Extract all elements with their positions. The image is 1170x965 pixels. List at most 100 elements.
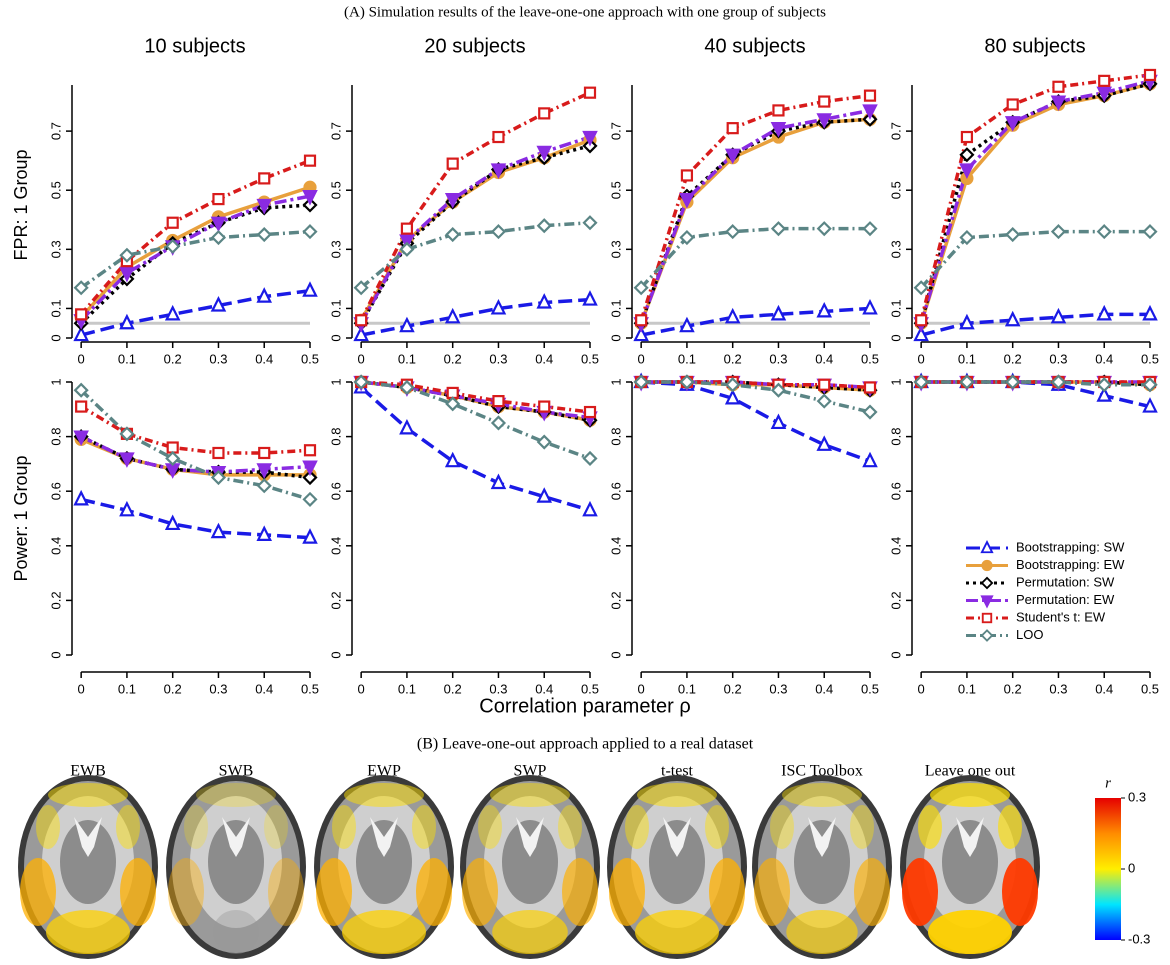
marker [213,448,223,458]
x-tick-label: 0 [918,351,925,366]
series-line [81,390,310,499]
y-tick-label: 0.8 [48,428,63,446]
x-tick-label: 0.2 [164,681,182,696]
y-tick-label: 0.8 [888,428,903,446]
x-tick-label: 0.4 [535,681,553,696]
page: {"figure_title": "(A) Simulation results… [0,0,1170,965]
marker [212,232,224,244]
series-line [361,300,590,335]
y-tick-label: 0.5 [48,181,63,199]
x-tick-label: 0.3 [1049,351,1067,366]
activation [478,805,502,849]
activation [786,910,857,954]
y-tick-label: 0.3 [328,240,343,258]
y-tick-label: 0 [608,334,623,341]
activation [637,783,717,807]
marker [76,309,86,319]
x-tick-label: 0.2 [724,681,742,696]
y-tick-label: 0.5 [328,181,343,199]
colorbar-label: r [1105,775,1111,791]
marker [584,217,596,229]
colorbar-tick-label: -0.3 [1128,931,1150,946]
brain-core [794,820,850,904]
marker [864,406,876,418]
marker [727,226,739,238]
colorbar [1095,798,1121,940]
x-tick-label: 0.2 [444,681,462,696]
y-tick-label: 0.4 [328,537,343,555]
marker [356,315,366,325]
marker [818,438,830,450]
marker [818,304,830,316]
x-tick-label: 0 [78,351,85,366]
series-line [641,229,870,288]
legend-label: LOO [1016,627,1043,642]
y-tick-label: 0.3 [608,240,623,258]
marker [212,525,224,537]
activation [48,783,128,807]
marker [818,223,830,235]
activation [36,805,60,849]
y-tick-label: 0.2 [888,591,903,609]
marker [962,132,972,142]
marker [681,319,693,331]
y-tick-label: 0 [48,334,63,341]
y-tick-label: 0 [48,651,63,658]
marker [304,493,316,505]
x-tick-label: 0.5 [301,351,319,366]
marker [538,296,550,308]
marker [1052,226,1064,238]
marker [1053,82,1063,92]
marker [447,229,459,241]
activation [558,805,582,849]
x-tick-label: 0 [638,681,645,696]
x-tick-label: 0.1 [958,681,976,696]
activation [609,858,645,926]
y-tick-label: 0.7 [48,122,63,140]
x-tick-label: 0 [358,351,365,366]
y-tick-label: 0.6 [608,482,623,500]
marker [121,453,133,465]
activation [344,783,424,807]
series-line [81,499,310,537]
y-tick-label: 0.4 [888,537,903,555]
x-tick-label: 0.4 [255,351,273,366]
marker [447,454,459,466]
marker [492,417,504,429]
x-tick-label: 0.5 [861,351,879,366]
marker [1052,310,1064,322]
activation [770,805,794,849]
series-line [641,96,870,321]
x-tick-label: 0.2 [724,351,742,366]
marker [493,132,503,142]
y-tick-label: 0.5 [888,181,903,199]
activation [930,783,1010,807]
colorbar-tick-label: 0.3 [1128,789,1146,804]
x-tick-label: 0.2 [1004,681,1022,696]
y-tick-label: 0.1 [48,299,63,317]
y-tick-label: 0.1 [888,299,903,317]
activation [412,805,436,849]
y-tick-label: 0.7 [888,122,903,140]
x-axis-title: Correlation parameter ρ [479,695,690,717]
x-tick-label: 0.5 [861,681,879,696]
x-tick-label: 0.3 [209,351,227,366]
y-tick-label: 1 [888,378,903,385]
marker [258,229,270,241]
x-tick-label: 0 [78,681,85,696]
series-line [81,196,310,320]
marker [305,156,315,166]
y-tick-label: 0.7 [328,122,343,140]
marker [819,97,829,107]
marker [304,226,316,238]
x-tick-label: 0.5 [1141,351,1159,366]
marker [539,108,549,118]
x-tick-label: 0.1 [398,681,416,696]
marker [1099,76,1109,86]
y-tick-label: 1 [328,378,343,385]
marker [259,173,269,183]
marker [76,402,86,412]
marker [1098,307,1110,319]
activation [850,805,874,849]
x-tick-label: 0.1 [118,351,136,366]
